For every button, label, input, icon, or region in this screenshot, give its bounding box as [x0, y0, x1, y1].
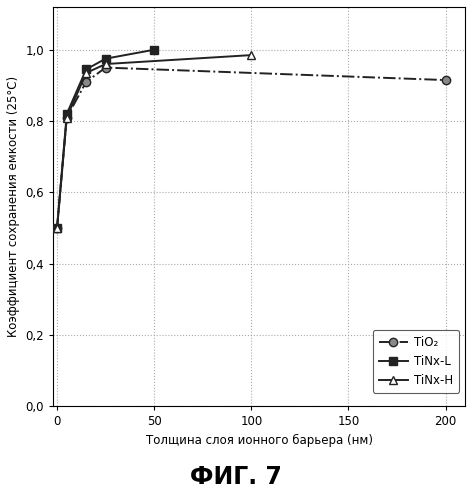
X-axis label: Толщина слоя ионного барьера (нм): Толщина слоя ионного барьера (нм)	[145, 434, 372, 447]
TiO₂	[103, 64, 109, 70]
TiNx-H	[64, 115, 69, 121]
Y-axis label: Коэффициент сохранения емкости (25°С): Коэффициент сохранения емкости (25°С)	[7, 76, 20, 337]
TiO₂	[443, 77, 448, 83]
TiO₂	[64, 115, 69, 121]
TiNx-L	[103, 56, 109, 62]
TiO₂	[84, 79, 89, 85]
Line: TiNx-L: TiNx-L	[53, 45, 158, 232]
TiNx-L	[84, 66, 89, 72]
TiNx-L	[64, 111, 69, 117]
TiNx-H	[84, 70, 89, 76]
Line: TiNx-H: TiNx-H	[53, 51, 255, 232]
TiNx-H	[54, 225, 60, 231]
Text: ФИГ. 7: ФИГ. 7	[190, 465, 282, 489]
TiO₂	[54, 225, 60, 231]
Line: TiO₂: TiO₂	[53, 63, 450, 232]
TiNx-L	[152, 47, 157, 53]
TiNx-H	[103, 61, 109, 67]
TiNx-L	[54, 225, 60, 231]
TiNx-H	[248, 52, 254, 58]
Legend: TiO₂, TiNx-L, TiNx-H: TiO₂, TiNx-L, TiNx-H	[373, 330, 459, 393]
